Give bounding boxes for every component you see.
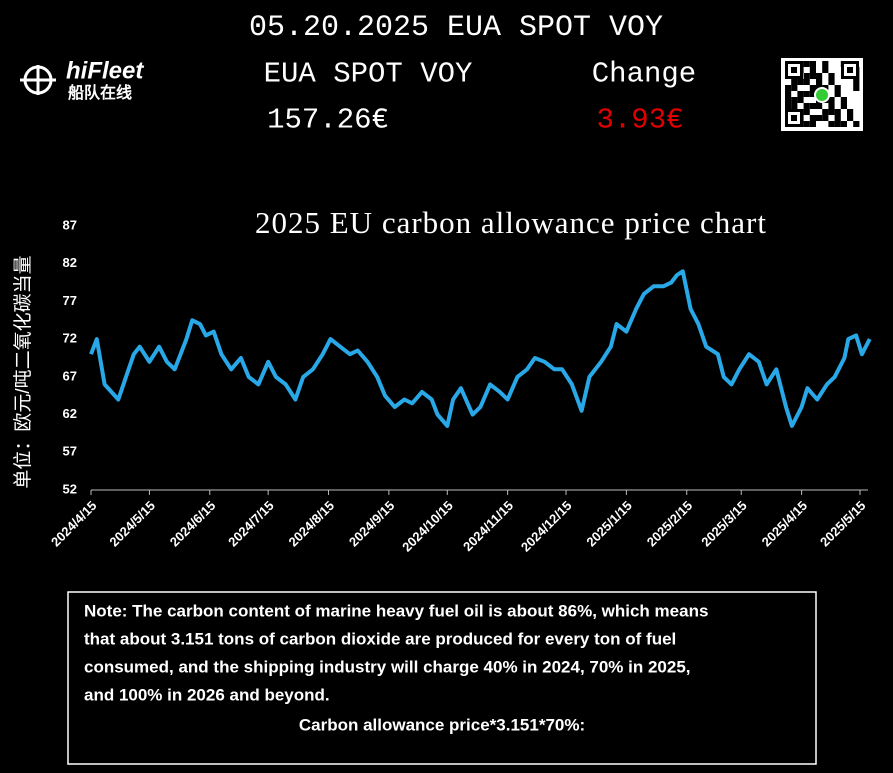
- qr-cell: [840, 121, 847, 127]
- qr-cell: [797, 91, 804, 97]
- x-tick-label: 2024/11/15: [460, 498, 516, 554]
- y-tick-label: 82: [63, 255, 77, 270]
- qr-cell: [828, 79, 835, 85]
- qr-cell: [809, 73, 816, 79]
- qr-cell: [797, 79, 804, 85]
- qr-cell: [822, 115, 829, 121]
- note-formula: Carbon allowance price*3.151*70%:: [299, 715, 585, 734]
- qr-cell: [816, 103, 823, 109]
- qr-cell: [791, 85, 798, 91]
- qr-finder: [847, 67, 853, 73]
- qr-cell: [828, 97, 835, 103]
- qr-cell: [785, 97, 792, 103]
- qr-cell: [828, 121, 835, 127]
- logo: hiFleet 船队在线: [20, 57, 144, 102]
- qr-cell: [809, 115, 816, 121]
- y-tick-label: 52: [63, 481, 77, 496]
- x-tick-label: 2024/4/15: [48, 498, 100, 550]
- qr-cell: [803, 61, 810, 67]
- header-price: 157.26€: [267, 104, 389, 137]
- y-axis-label: 单位：欧元/吨二氧化碳当量: [12, 255, 34, 488]
- qr-cell: [834, 109, 841, 115]
- qr-finder: [791, 115, 797, 121]
- qr-cell: [853, 79, 860, 85]
- qr-cell: [853, 85, 860, 91]
- x-tick-label: 2024/7/15: [225, 498, 277, 550]
- y-tick-label: 77: [63, 293, 77, 308]
- x-tick-label: 2024/8/15: [286, 498, 338, 550]
- qr-cell: [828, 109, 835, 115]
- qr-cell: [847, 115, 854, 121]
- qr-cell: [853, 121, 860, 127]
- qr-cell: [809, 67, 816, 73]
- qr-cell: [816, 73, 823, 79]
- x-tick-label: 2025/1/15: [583, 498, 635, 550]
- qr-cell: [822, 67, 829, 73]
- qr-cell: [809, 85, 816, 91]
- note-box: [67, 591, 817, 765]
- qr-cell: [847, 109, 854, 115]
- qr-cell: [797, 97, 804, 103]
- qr-cell: [840, 103, 847, 109]
- qr-cell: [791, 97, 798, 103]
- note-line: and 100% in 2026 and beyond.: [84, 685, 330, 704]
- qr-cell: [791, 103, 798, 109]
- qr-cell: [834, 91, 841, 97]
- qr-cell: [803, 79, 810, 85]
- x-tick-label: 2025/2/15: [644, 498, 696, 550]
- qr-cell: [816, 79, 823, 85]
- qr-cell: [785, 85, 792, 91]
- qr-cell: [822, 61, 829, 67]
- change-value: 3.93€: [596, 104, 683, 137]
- change-label: Change: [592, 58, 696, 91]
- y-tick-label: 87: [63, 217, 77, 232]
- y-tick-label: 67: [63, 368, 77, 383]
- x-tick-label: 2024/12/15: [518, 498, 575, 555]
- qr-cell: [785, 103, 792, 109]
- qr-cell: [834, 121, 841, 127]
- qr-cell: [834, 85, 841, 91]
- x-tick-label: 2024/6/15: [167, 498, 219, 550]
- y-tick-label: 72: [63, 331, 77, 346]
- qr-cell: [828, 73, 835, 79]
- qr-cell: [803, 73, 810, 79]
- qr-cell: [803, 91, 810, 97]
- note-line: that about 3.151 tons of carbon dioxide …: [84, 629, 676, 648]
- chart-title: 2025 EU carbon allowance price chart: [255, 205, 767, 240]
- qr-cell: [803, 109, 810, 115]
- qr-code: [781, 58, 863, 131]
- price-line: [89, 269, 872, 428]
- qr-cell: [809, 103, 816, 109]
- x-tick-label: 2024/5/15: [106, 498, 158, 550]
- x-tick-label: 2025/4/15: [759, 498, 811, 550]
- header-label: EUA SPOT VOY: [264, 58, 473, 91]
- qr-cell: [809, 91, 816, 97]
- x-tick-label: 2025/5/15: [817, 498, 869, 550]
- x-tick-label: 2024/10/15: [399, 498, 456, 555]
- x-tick-label: 2025/3/15: [698, 498, 750, 550]
- qr-cell: [840, 97, 847, 103]
- qr-cell: [785, 91, 792, 97]
- qr-finder: [791, 67, 797, 73]
- qr-cell: [822, 109, 829, 115]
- header-title: 05.20.2025 EUA SPOT VOY: [249, 11, 663, 45]
- qr-cell: [828, 103, 835, 109]
- qr-cell: [834, 115, 841, 121]
- x-tick-label: 2024/9/15: [346, 498, 398, 550]
- logo-sub: 船队在线: [68, 83, 132, 102]
- qr-cell: [816, 115, 823, 121]
- qr-cell: [803, 121, 810, 127]
- qr-cell: [791, 79, 798, 85]
- y-tick-label: 57: [63, 444, 77, 459]
- note-line: consumed, and the shipping industry will…: [84, 657, 691, 676]
- note-line: Note: The carbon content of marine heavy…: [84, 601, 708, 620]
- logo-text: hiFleet: [66, 57, 144, 84]
- y-tick-label: 62: [63, 406, 77, 421]
- qr-logo: [814, 87, 830, 103]
- qr-cell: [809, 61, 816, 67]
- qr-cell: [809, 121, 816, 127]
- qr-cell: [803, 103, 810, 109]
